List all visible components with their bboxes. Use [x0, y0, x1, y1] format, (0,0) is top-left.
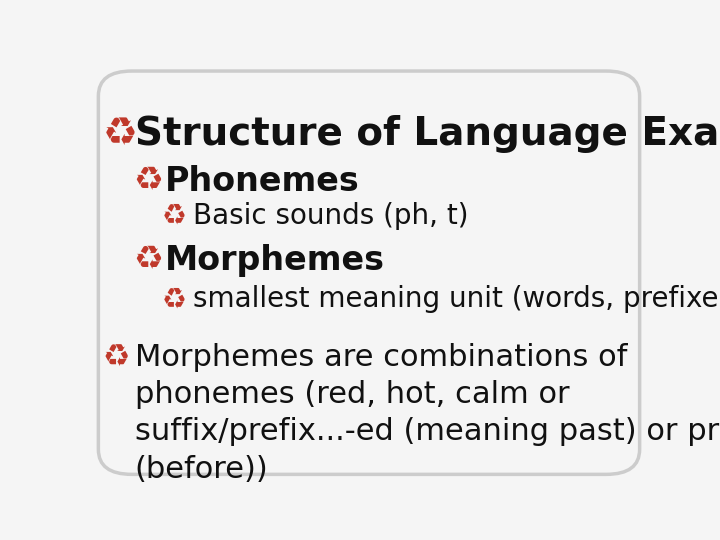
FancyBboxPatch shape — [99, 71, 639, 474]
Text: ♻: ♻ — [133, 165, 163, 198]
Text: Morphemes are combinations of
phonemes (red, hot, calm or
suffix/prefix...-ed (m: Morphemes are combinations of phonemes (… — [135, 343, 720, 483]
Text: smallest meaning unit (words, prefixes): smallest meaning unit (words, prefixes) — [193, 285, 720, 313]
Text: Basic sounds (ph, t): Basic sounds (ph, t) — [193, 202, 469, 230]
Text: ♻: ♻ — [133, 244, 163, 276]
Text: Phonemes: Phonemes — [166, 165, 360, 198]
Text: ♻: ♻ — [161, 202, 186, 230]
Text: ♻: ♻ — [161, 285, 186, 313]
Text: Structure of Language Examples: Structure of Language Examples — [135, 114, 720, 153]
Text: ♻: ♻ — [103, 343, 130, 373]
Text: Morphemes: Morphemes — [166, 244, 385, 276]
Text: ♻: ♻ — [103, 114, 138, 153]
